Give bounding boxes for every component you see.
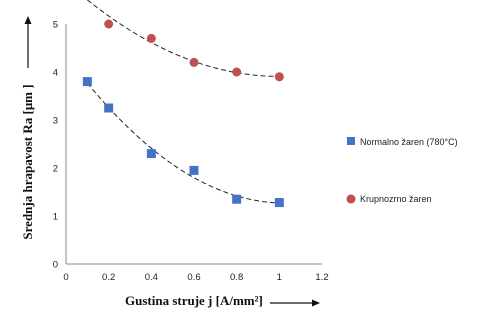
x-tick-label: 1.2 bbox=[315, 272, 328, 283]
x-tick-label: 0.4 bbox=[145, 272, 158, 283]
legend: Normalno žaren (780°C) Krupnozrno žaren bbox=[346, 137, 458, 204]
y-axis-title: Srednja hrapavost Ra [μm ] bbox=[20, 84, 35, 239]
data-point-circle bbox=[232, 67, 242, 77]
trendline-series-2 bbox=[86, 0, 280, 77]
trendline-series-1 bbox=[86, 82, 280, 204]
x-tick-labels: 0 0.2 0.4 0.6 0.8 1 1.2 bbox=[63, 272, 328, 283]
data-point-circle bbox=[274, 72, 284, 82]
x-tick-label: 0.6 bbox=[187, 272, 200, 283]
x-axis-arrow bbox=[270, 299, 320, 307]
data-point-circle bbox=[189, 57, 199, 67]
y-tick-label: 5 bbox=[53, 20, 58, 31]
data-point-square bbox=[82, 77, 92, 87]
plot-frame bbox=[65, 24, 322, 265]
data-markers bbox=[82, 19, 284, 208]
legend-circle-marker bbox=[346, 194, 356, 204]
x-tick-label: 0.2 bbox=[102, 272, 115, 283]
data-point-square bbox=[189, 165, 199, 175]
legend-label-normalno: Normalno žaren (780°C) bbox=[360, 137, 458, 147]
x-tick-label: 0 bbox=[63, 272, 68, 283]
data-point-square bbox=[274, 198, 284, 208]
trendlines bbox=[86, 0, 280, 204]
data-point-circle bbox=[146, 33, 156, 43]
x-axis-title: Gustina struje j [A/mm²] bbox=[125, 293, 263, 308]
y-axis-arrow bbox=[24, 16, 32, 68]
data-point-square bbox=[146, 149, 156, 159]
legend-entry-krupnozrno: Krupnozrno žaren bbox=[346, 194, 432, 204]
data-point-circle bbox=[104, 19, 114, 29]
legend-label-krupnozrno: Krupnozrno žaren bbox=[360, 194, 432, 204]
data-point-square bbox=[104, 103, 114, 113]
legend-square-marker bbox=[347, 137, 355, 145]
x-tick-label: 0.8 bbox=[230, 272, 243, 283]
y-tick-label: 3 bbox=[53, 116, 58, 127]
y-tick-label: 1 bbox=[53, 212, 58, 223]
data-point-square bbox=[232, 194, 242, 204]
y-tick-labels: 0 1 2 3 4 5 bbox=[53, 20, 58, 271]
y-tick-label: 0 bbox=[53, 260, 58, 271]
y-tick-label: 2 bbox=[53, 164, 58, 175]
legend-entry-normalno: Normalno žaren (780°C) bbox=[347, 137, 458, 147]
y-tick-label: 4 bbox=[53, 68, 58, 79]
x-tick-label: 1 bbox=[277, 272, 282, 283]
